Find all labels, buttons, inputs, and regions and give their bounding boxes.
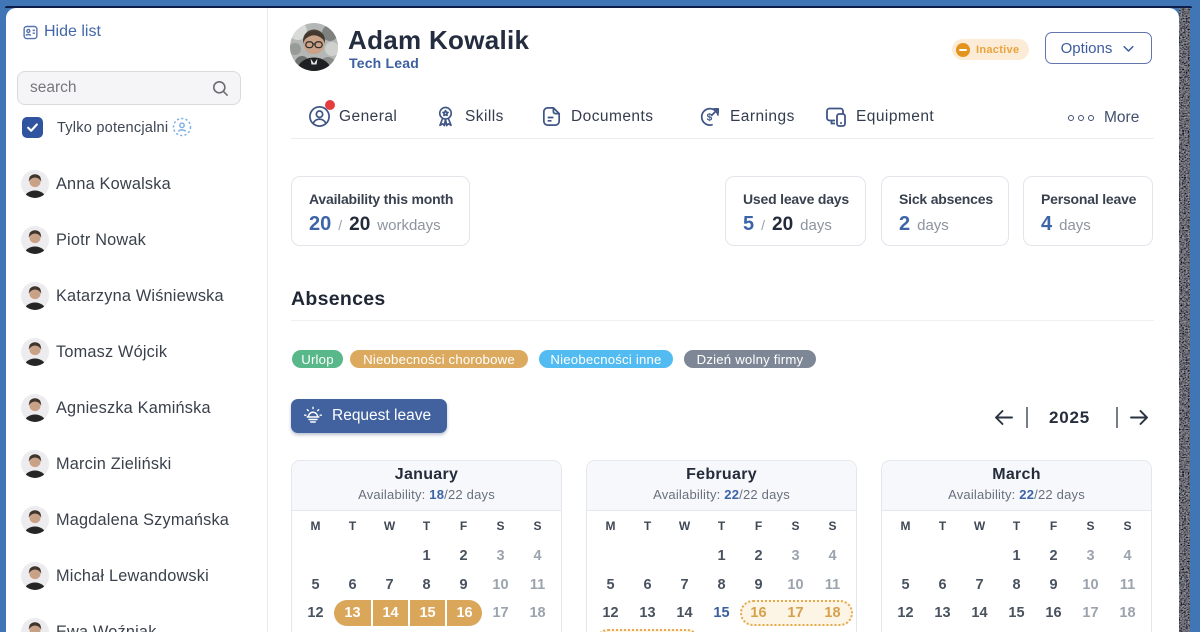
svg-text:$: $: [707, 113, 713, 124]
